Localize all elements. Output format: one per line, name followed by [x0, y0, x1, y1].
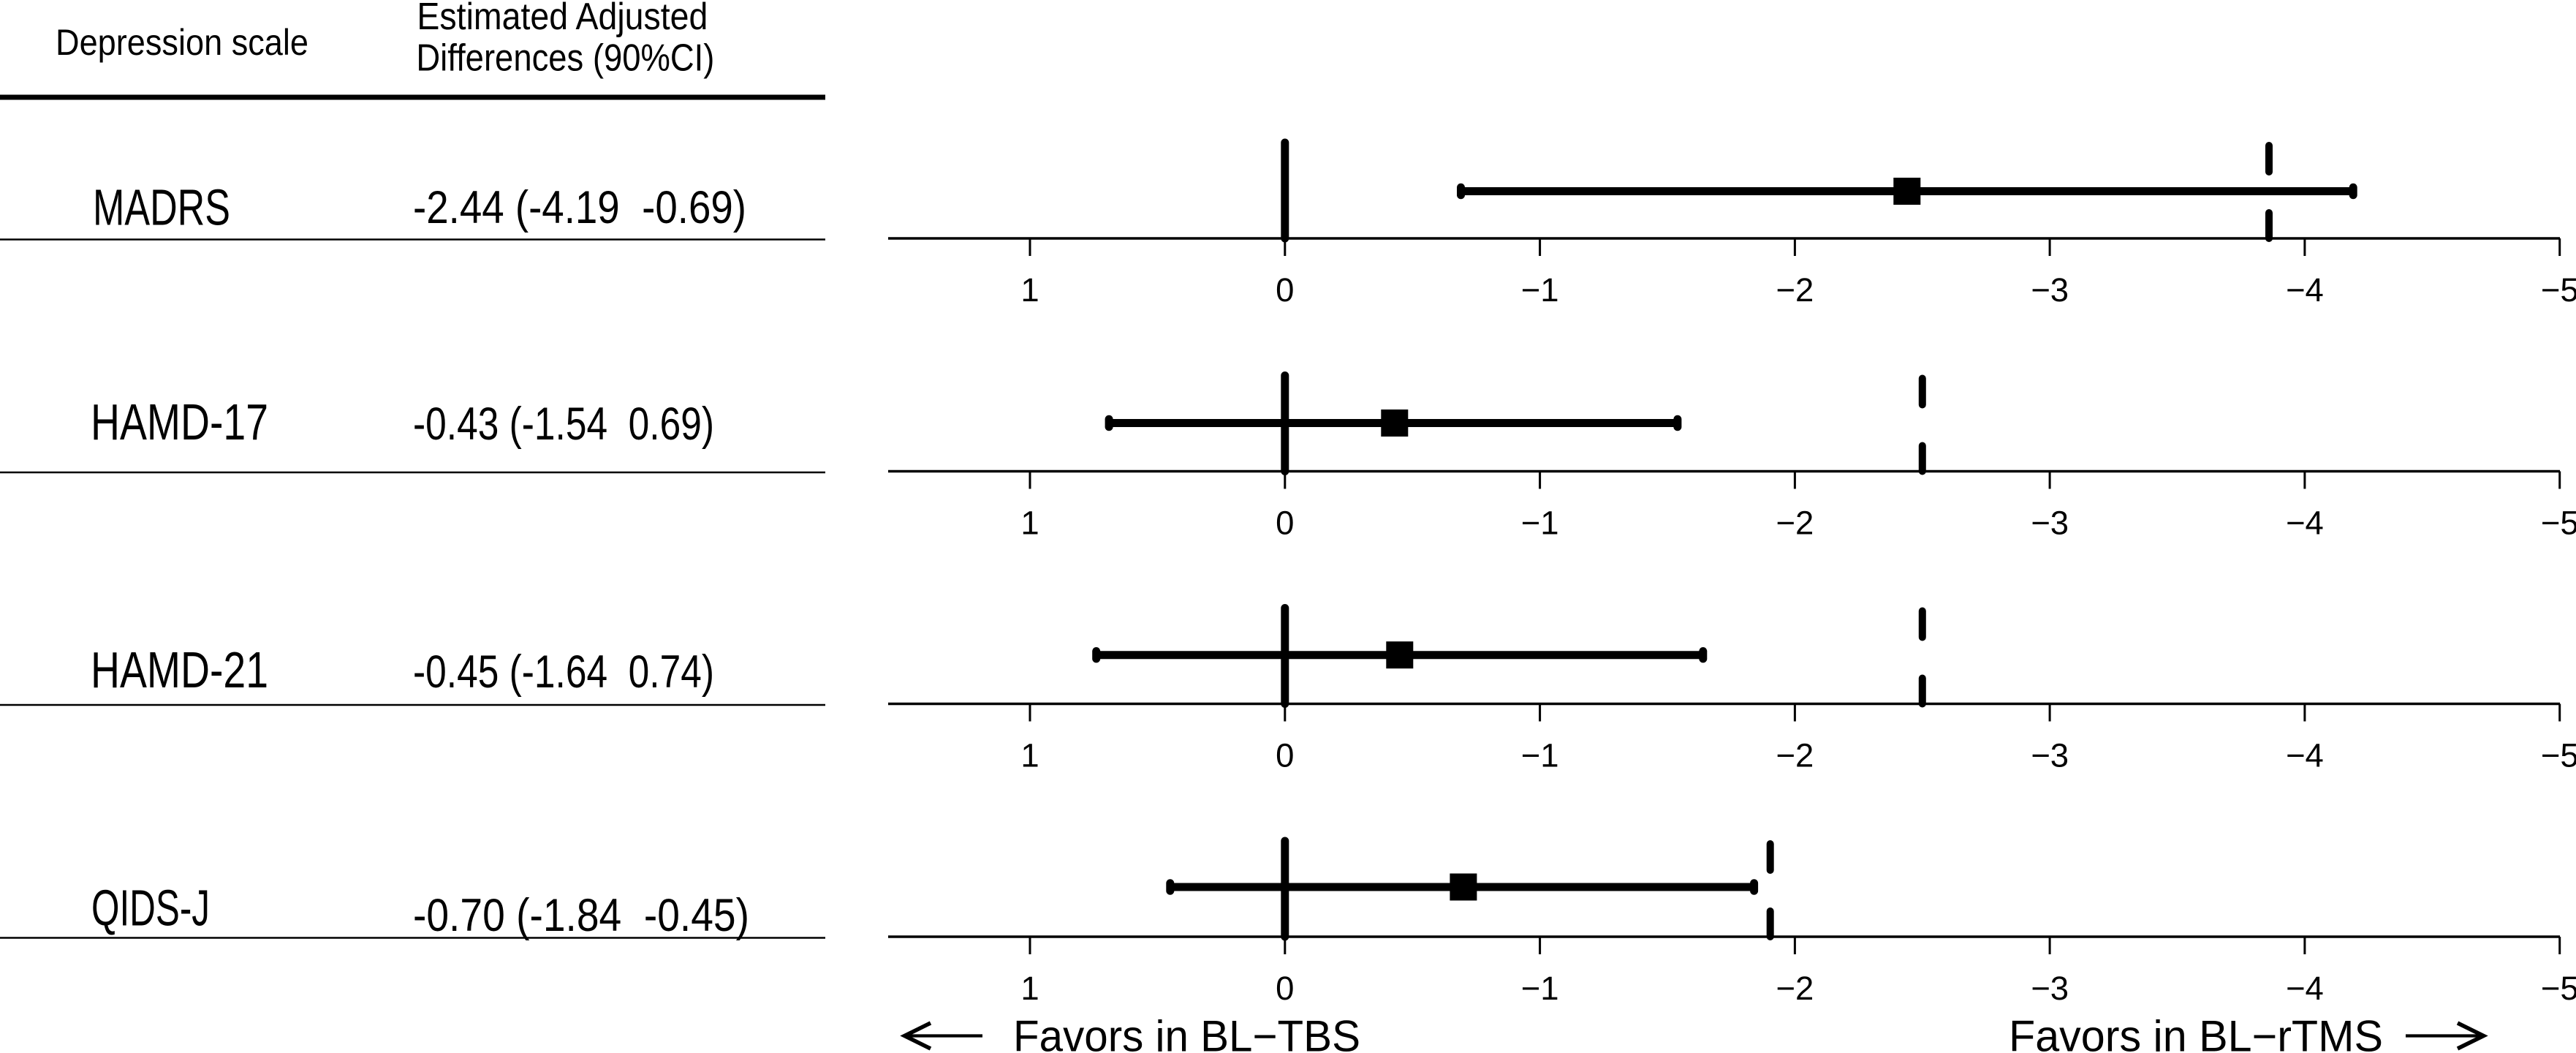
svg-text:Differences (90%CI): Differences (90%CI) — [416, 37, 714, 80]
svg-text:−4: −4 — [2286, 737, 2324, 774]
svg-text:Estimated Adjusted: Estimated Adjusted — [417, 0, 708, 38]
svg-text:−5: −5 — [2541, 271, 2576, 309]
svg-text:−3: −3 — [2031, 970, 2069, 1007]
svg-text:−5: −5 — [2541, 505, 2576, 542]
svg-text:−3: −3 — [2031, 505, 2069, 542]
svg-text:−2: −2 — [1776, 271, 1814, 309]
svg-text:−4: −4 — [2286, 970, 2324, 1007]
svg-text:−3: −3 — [2031, 271, 2069, 309]
svg-text:0: 0 — [1276, 970, 1294, 1007]
svg-text:HAMD-17: HAMD-17 — [91, 393, 268, 450]
svg-text:−2: −2 — [1776, 505, 1814, 542]
svg-text:−5: −5 — [2541, 737, 2576, 774]
svg-text:−5: −5 — [2541, 970, 2576, 1007]
svg-text:-2.44 (-4.19 -0.69): -2.44 (-4.19 -0.69) — [413, 182, 746, 233]
svg-text:−3: −3 — [2031, 737, 2069, 774]
svg-text:−1: −1 — [1521, 737, 1559, 774]
svg-text:HAMD-21: HAMD-21 — [91, 641, 268, 698]
svg-text:−1: −1 — [1521, 505, 1559, 542]
svg-text:Depression scale: Depression scale — [56, 21, 308, 63]
svg-text:1: 1 — [1020, 737, 1039, 774]
svg-text:0: 0 — [1276, 505, 1294, 542]
svg-text:−1: −1 — [1521, 271, 1559, 309]
svg-text:0: 0 — [1276, 271, 1294, 309]
svg-text:1: 1 — [1020, 970, 1039, 1007]
svg-text:QIDS-J: QIDS-J — [91, 880, 210, 937]
svg-text:-0.43 (-1.54 0.69): -0.43 (-1.54 0.69) — [413, 399, 714, 450]
svg-text:−2: −2 — [1776, 970, 1814, 1007]
svg-text:−1: −1 — [1521, 970, 1559, 1007]
svg-text:Favors in BL−TBS: Favors in BL−TBS — [1013, 1012, 1360, 1053]
svg-text:−4: −4 — [2286, 505, 2324, 542]
svg-text:MADRS: MADRS — [93, 179, 230, 236]
svg-text:0: 0 — [1276, 737, 1294, 774]
svg-text:-0.45 (-1.64 0.74): -0.45 (-1.64 0.74) — [413, 646, 714, 698]
svg-text:−2: −2 — [1776, 737, 1814, 774]
svg-text:1: 1 — [1020, 271, 1039, 309]
svg-text:−4: −4 — [2286, 271, 2324, 309]
svg-text:1: 1 — [1020, 505, 1039, 542]
svg-text:Favors in BL−rTMS: Favors in BL−rTMS — [2009, 1012, 2383, 1053]
svg-text:-0.70 (-1.84 -0.45): -0.70 (-1.84 -0.45) — [413, 890, 749, 941]
